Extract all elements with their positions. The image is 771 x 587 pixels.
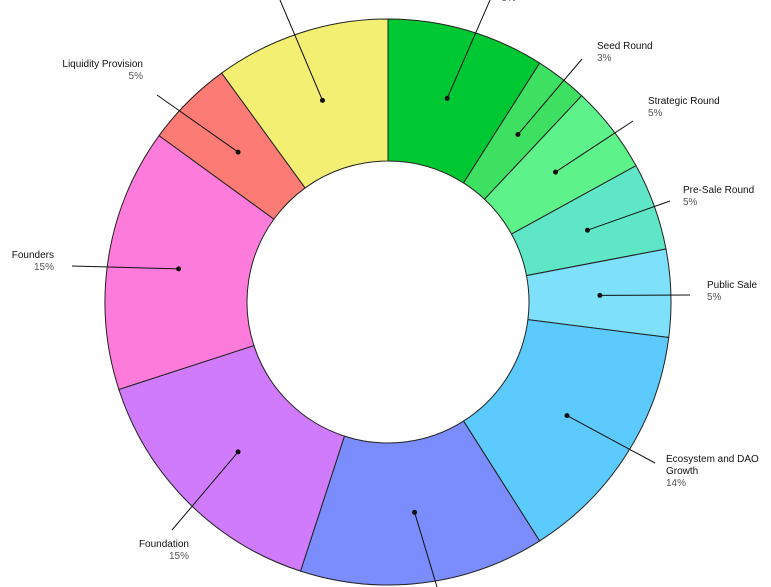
- slice-percent: 5%: [707, 292, 722, 303]
- slice-label: Public Sale: [707, 280, 757, 291]
- leader-line: [414, 512, 438, 587]
- slice-label: Founders: [12, 250, 54, 261]
- slice: [220, 18, 389, 189]
- leader-line: [71, 265, 179, 270]
- leader-dot: [564, 413, 570, 419]
- leader-line: [555, 120, 634, 173]
- leader-dot: [176, 266, 182, 272]
- leader-dot: [553, 169, 559, 175]
- slice-label: Strategic Round: [648, 96, 720, 107]
- leader-dot: [515, 131, 521, 137]
- slice-percent: 15%: [169, 551, 189, 562]
- slice-label: Seed Round: [597, 41, 653, 52]
- label-line: Growth: [666, 466, 698, 477]
- slice: [118, 344, 346, 572]
- slice: [299, 420, 541, 586]
- leader-dot: [235, 449, 241, 455]
- leader-dot: [235, 149, 241, 155]
- slice-percent: 5%: [683, 197, 698, 208]
- label-line: Ecosystem and DAO: [666, 454, 759, 465]
- slice-percent: 5%: [129, 71, 144, 82]
- leader-dot: [597, 292, 603, 298]
- leader-line: [171, 451, 239, 531]
- slice-percent: 14%: [666, 478, 686, 489]
- leader-line: [446, 0, 491, 99]
- slice: [104, 134, 275, 391]
- leader-line: [587, 200, 671, 231]
- leader-dot: [444, 95, 450, 101]
- slice-percent: 9%: [502, 0, 517, 4]
- leader-line: [566, 415, 656, 464]
- slice-percent: 3%: [597, 53, 612, 64]
- leader-dot: [412, 509, 418, 515]
- slice-label: Pre-Sale Round: [683, 185, 754, 196]
- leader-dot: [584, 227, 590, 233]
- leader-line: [279, 0, 323, 101]
- slice-percent: 15%: [34, 262, 54, 273]
- leader-line: [517, 58, 583, 135]
- slice-label: Foundation: [139, 539, 189, 550]
- slice-label: Ecosystem and DAO Growth: [666, 454, 759, 477]
- leader-dot: [319, 97, 325, 103]
- leader-line: [156, 94, 239, 153]
- slice-label: Liquidity Provision: [62, 59, 143, 70]
- slice: [462, 319, 670, 542]
- slice-percent: 5%: [648, 108, 663, 119]
